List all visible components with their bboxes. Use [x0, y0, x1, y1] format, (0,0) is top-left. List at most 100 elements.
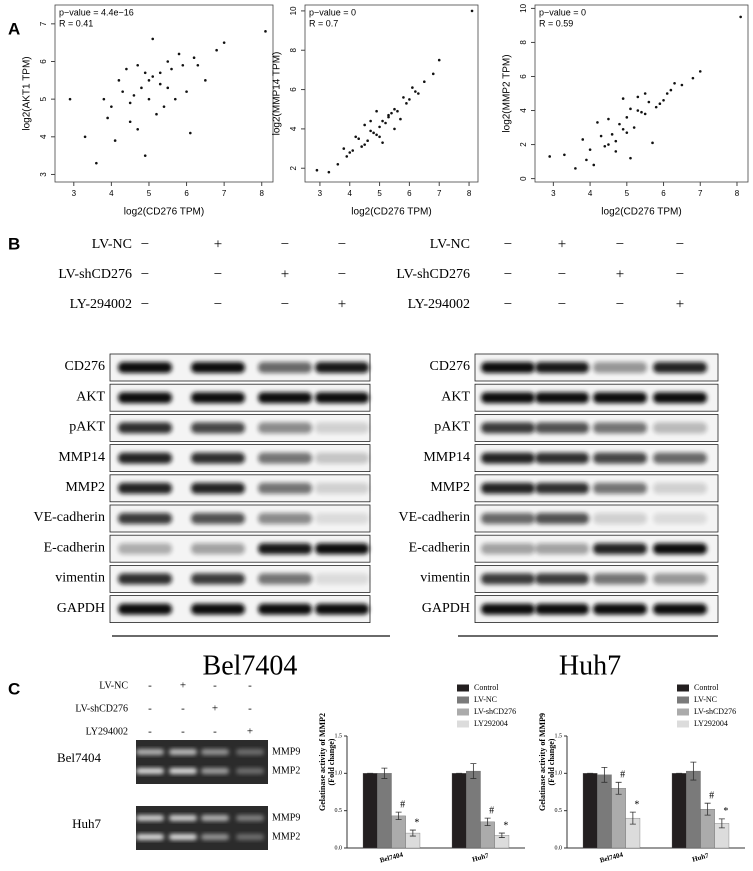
blot-band: [535, 392, 589, 404]
y-tick-label: 10: [289, 6, 298, 15]
blot-band: [653, 603, 707, 615]
protein-label: MMP14: [423, 450, 470, 465]
gel-band: [136, 815, 164, 821]
point: [147, 79, 151, 82]
band-label: MMP2: [272, 831, 300, 842]
point: [399, 117, 402, 121]
protein-label: GAPDH: [422, 601, 470, 616]
point: [177, 52, 181, 56]
y-tick-label: 2: [519, 142, 528, 147]
y-tick-label: 1.5: [555, 733, 563, 739]
point: [151, 37, 155, 41]
panel-label: B: [8, 234, 20, 253]
condition-sign: +: [676, 296, 684, 312]
blot-band: [258, 362, 312, 373]
point: [173, 97, 177, 101]
point: [170, 67, 173, 71]
x-axis-label: log2(CD276 TPM): [601, 207, 681, 218]
condition-sign: −: [676, 236, 684, 252]
blot-band: [481, 543, 535, 555]
blot-band: [593, 603, 647, 615]
condition-sign: +: [616, 266, 624, 282]
panel-label: C: [8, 679, 20, 698]
point: [117, 79, 121, 82]
legend-swatch: [457, 696, 469, 704]
point: [143, 71, 147, 75]
condition-sign: −: [558, 266, 566, 282]
blot-band: [258, 513, 312, 524]
annotation: R = 0.7: [309, 18, 338, 28]
error-bar: [409, 829, 416, 837]
blot-band: [191, 452, 245, 464]
y-tick-label: 0.0: [335, 845, 343, 851]
blot-band: [315, 513, 369, 524]
point: [548, 155, 551, 158]
blot-band: [118, 482, 172, 494]
blot-band: [315, 573, 369, 585]
point: [632, 126, 636, 129]
gel-band: [236, 834, 264, 840]
legend-swatch: [457, 720, 469, 728]
bar: [671, 773, 687, 849]
point: [621, 97, 625, 100]
point: [151, 75, 155, 78]
gel-band: [201, 834, 229, 840]
bar: [391, 815, 406, 849]
point: [375, 109, 378, 113]
point: [158, 82, 162, 86]
blot-band: [191, 573, 245, 585]
significance-marker: *: [503, 820, 508, 831]
point: [192, 56, 196, 60]
error-bar: [470, 763, 477, 779]
plot-frame: [54, 4, 274, 183]
protein-label: MMP2: [430, 480, 470, 495]
condition-sign: −: [504, 296, 512, 312]
y-tick-label: 8: [289, 47, 298, 52]
point: [196, 63, 200, 67]
legend-swatch: [677, 684, 689, 692]
blot-band: [653, 392, 707, 404]
x-tick-label: 5: [377, 189, 382, 198]
blot-band: [481, 422, 535, 434]
point: [143, 154, 147, 157]
blot-band: [481, 482, 535, 494]
band-label: MMP2: [272, 765, 300, 776]
condition-sign: −: [281, 236, 289, 252]
x-tick-label: 3: [72, 189, 77, 198]
protein-label: CD276: [65, 359, 105, 374]
y-tick-label: 6: [39, 59, 48, 64]
protein-label: E-cadherin: [44, 540, 105, 555]
x-tick-label: 5: [147, 189, 152, 198]
point: [369, 129, 372, 133]
point: [673, 81, 676, 85]
point: [381, 141, 384, 144]
gel-band: [236, 749, 264, 755]
condition-sign: −: [141, 266, 149, 282]
point: [691, 76, 695, 80]
point: [636, 109, 640, 112]
condition-sign: −: [281, 296, 289, 312]
error-bar: [704, 802, 711, 816]
point: [563, 153, 566, 157]
x-tick-label: Huh7: [691, 851, 710, 863]
y-axis-label: (Fold change): [547, 738, 556, 785]
x-tick-label: 4: [109, 189, 114, 198]
blot-band: [535, 543, 589, 555]
condition-sign: −: [338, 236, 346, 252]
x-tick-label: 5: [625, 189, 630, 198]
condition-sign: -: [213, 680, 217, 692]
blot-band: [191, 603, 245, 615]
condition-sign: −: [141, 236, 149, 252]
blot-band: [535, 513, 589, 524]
legend-label: LV-NC: [474, 695, 497, 704]
significance-marker: #: [489, 805, 494, 816]
point: [621, 127, 625, 131]
x-tick-label: 4: [588, 189, 593, 198]
condition-label: LV-shCD276: [396, 267, 470, 282]
blot-band: [481, 362, 535, 373]
blot-band: [258, 543, 312, 555]
condition-sign: −: [141, 296, 149, 312]
protein-label: MMP14: [58, 450, 105, 465]
point: [125, 67, 128, 71]
significance-marker: *: [414, 817, 419, 828]
